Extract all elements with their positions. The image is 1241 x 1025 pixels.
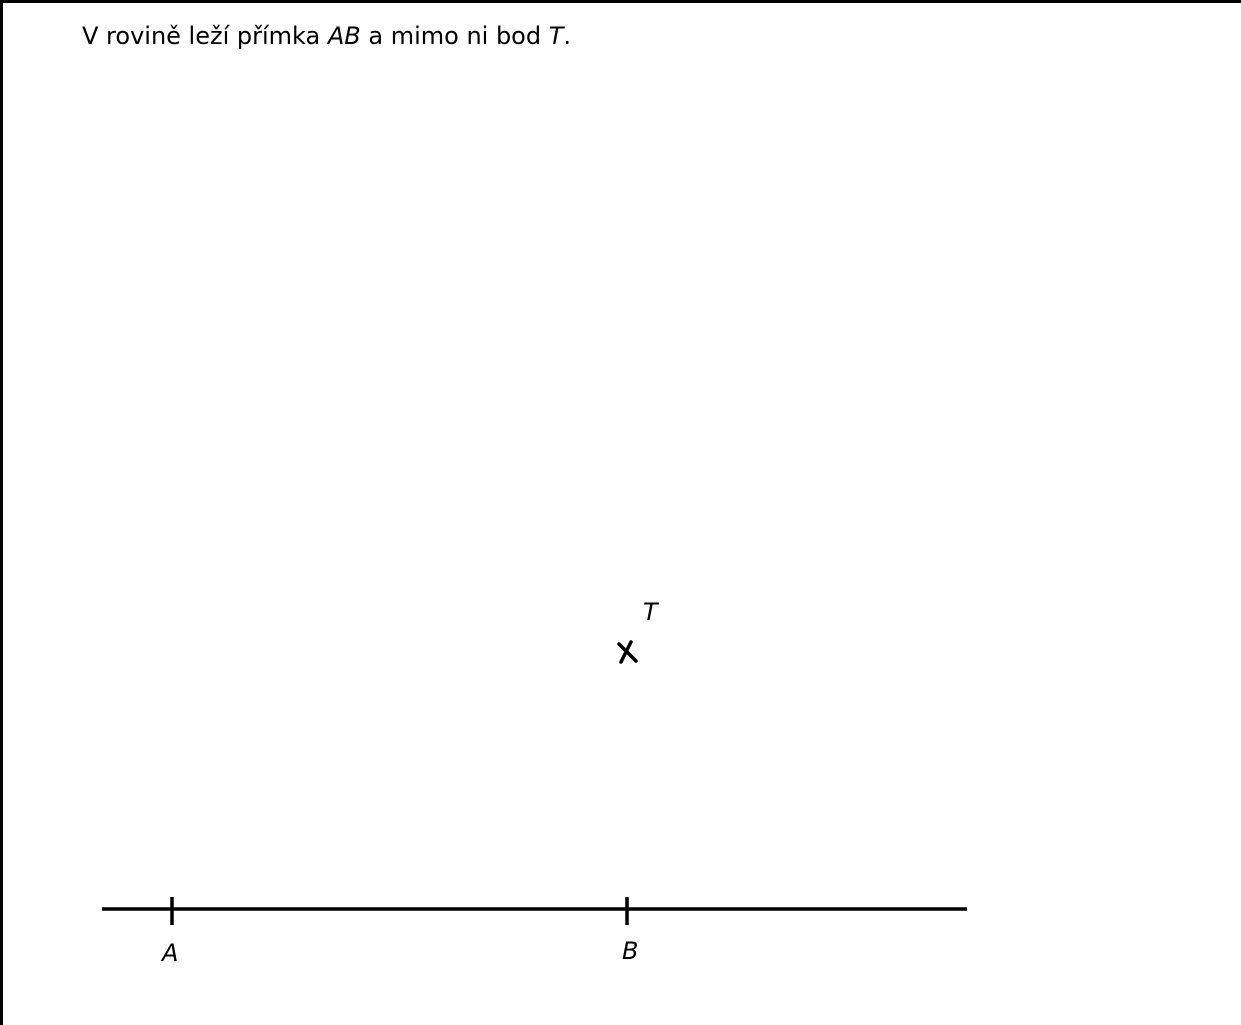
point-a-label: A [160,939,178,967]
point-t-mark [619,642,636,662]
point-b-label: B [622,937,638,965]
point-t-label: T [643,598,660,626]
